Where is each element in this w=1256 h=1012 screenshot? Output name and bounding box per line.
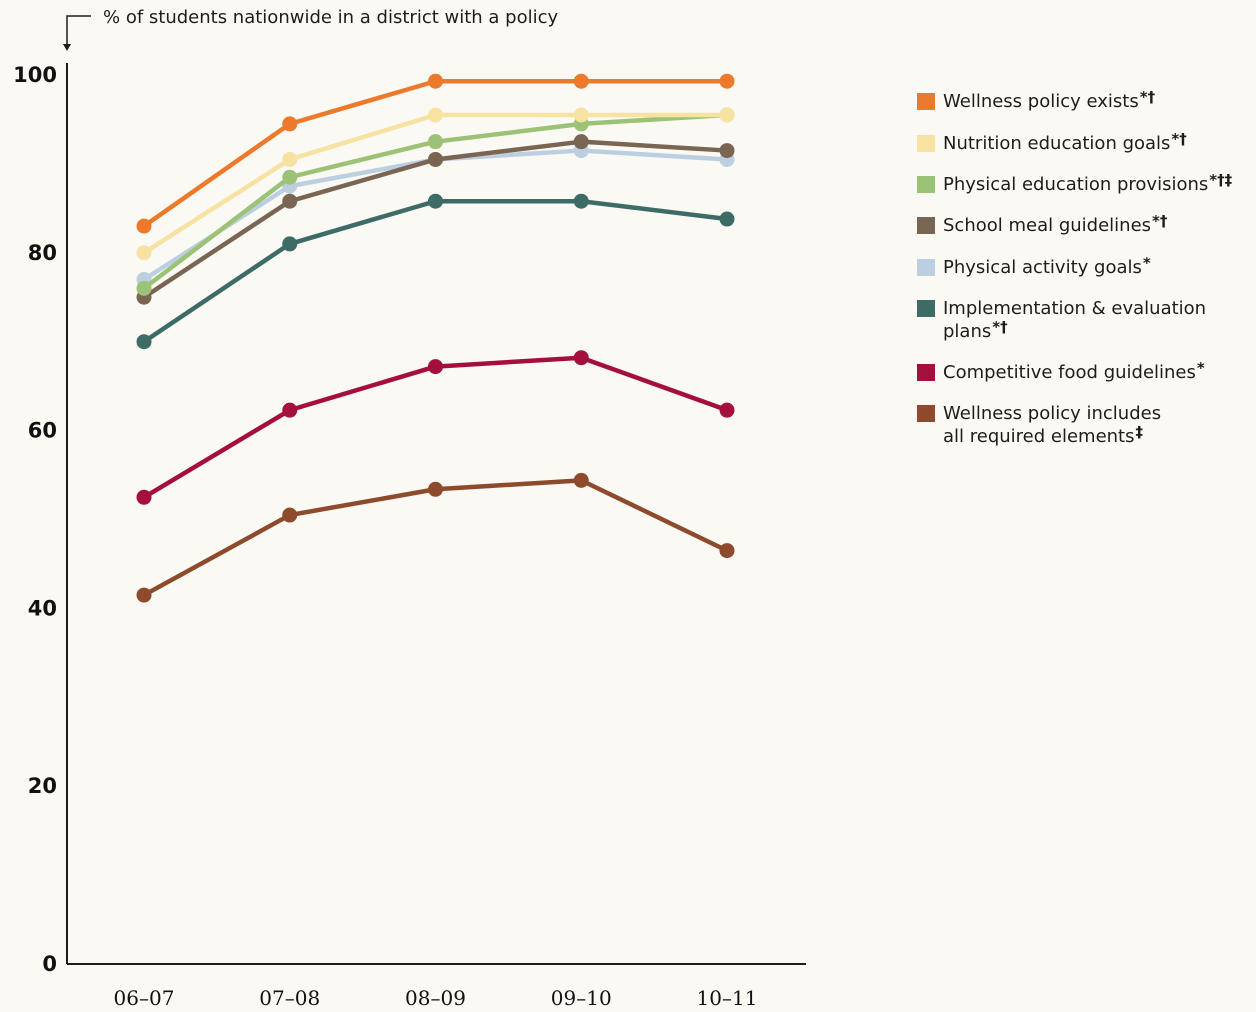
legend-label: Nutrition education goals*† [943,130,1187,154]
legend-label: Implementation & evaluation plans*† [943,298,1206,342]
legend: Wellness policy exists*† Nutrition educat… [917,88,1233,447]
data-point [428,134,443,150]
y-tick-label: 60 [28,419,57,443]
legend-item: Wellness policy includes all required ele… [917,403,1161,447]
y-tick-label: 0 [42,952,57,976]
legend-label: Competitive food guidelines* [943,359,1205,383]
data-point [282,236,298,252]
legend-item: Nutrition education goals*† [917,130,1187,154]
y-tick-label: 80 [28,241,57,265]
legend-label: Physical education provisions*†‡ [943,171,1233,195]
data-point [719,543,735,559]
data-point [282,507,298,523]
data-point [573,350,589,366]
data-point [282,193,298,209]
data-point [136,334,152,350]
y-tick-label: 100 [13,63,57,87]
legend-footnote-mark: * [1143,254,1151,272]
legend-item: Competitive food guidelines* [917,359,1205,383]
series-line [141,478,730,598]
x-ticks: 06–07 07–08 08–09 09–10 10–11 [114,986,758,1010]
series-line [141,148,730,282]
y-tick-label: 20 [28,774,57,798]
legend-label: School meal guidelines*† [943,212,1168,236]
legend-item: Implementation & evaluation plans*† [917,298,1206,342]
series-7 [136,472,735,603]
data-point [428,481,443,497]
data-point [428,359,443,375]
data-point [719,107,735,123]
legend-swatch [917,135,935,152]
legend-swatch [917,364,935,381]
data-point [136,587,152,603]
data-point [428,107,443,123]
data-point [719,402,735,418]
series-1 [136,107,735,261]
data-point [719,143,735,159]
legend-item: Physical education provisions*†‡ [917,171,1233,195]
x-tick-label: 07–08 [259,986,320,1010]
legend-swatch [917,259,935,276]
legend-label: Physical activity goals* [943,254,1151,278]
data-point [282,169,298,185]
y-ticks: 0 20 40 60 80 100 [13,63,57,976]
data-point [136,489,152,505]
data-point [282,402,298,418]
series-group [136,73,735,603]
data-point [136,280,152,296]
series-line [141,355,730,500]
y-tick-label: 40 [28,596,57,620]
series-5 [136,193,735,350]
legend-swatch [917,176,935,193]
data-point [573,193,589,209]
legend-label: Wellness policy includes all required ele… [943,403,1161,447]
data-point [282,116,298,132]
legend-label: Wellness policy exists*† [943,88,1156,112]
y-axis-title: % of students nationwide in a district w… [63,7,558,51]
data-point [573,472,589,488]
data-point [428,151,443,167]
legend-footnote-mark: ‡ [1136,423,1144,441]
legend-item: Wellness policy exists*† [917,88,1156,112]
series-3 [136,134,735,305]
arrow-head-icon [63,44,71,51]
data-point [282,151,298,167]
legend-footnote-mark: *† [1152,212,1168,230]
data-point [573,107,589,123]
data-point [136,245,152,261]
legend-swatch [917,93,935,110]
x-tick-label: 08–09 [405,986,466,1010]
legend-footnote-mark: *† [992,318,1008,336]
legend-swatch [917,217,935,234]
data-point [573,134,589,150]
x-tick-label: 09–10 [551,986,612,1010]
legend-item: Physical activity goals* [917,254,1151,278]
data-point [428,73,443,89]
legend-item: School meal guidelines*† [917,212,1168,236]
data-point [136,218,152,234]
data-point [428,193,443,209]
legend-footnote-mark: *† [1171,130,1187,148]
data-point [719,211,735,227]
series-6 [136,350,735,505]
legend-swatch [917,300,935,317]
y-axis-label: % of students nationwide in a district w… [103,7,558,28]
legend-footnote-mark: *†‡ [1209,171,1232,189]
legend-footnote-mark: *† [1140,88,1156,106]
x-tick-label: 06–07 [114,986,175,1010]
series-0 [136,73,735,234]
y-axis-title-arrow [66,15,91,45]
legend-footnote-mark: * [1197,359,1205,377]
x-tick-label: 10–11 [697,986,758,1010]
data-point [573,73,589,89]
data-point [719,73,735,89]
legend-swatch [917,405,935,422]
